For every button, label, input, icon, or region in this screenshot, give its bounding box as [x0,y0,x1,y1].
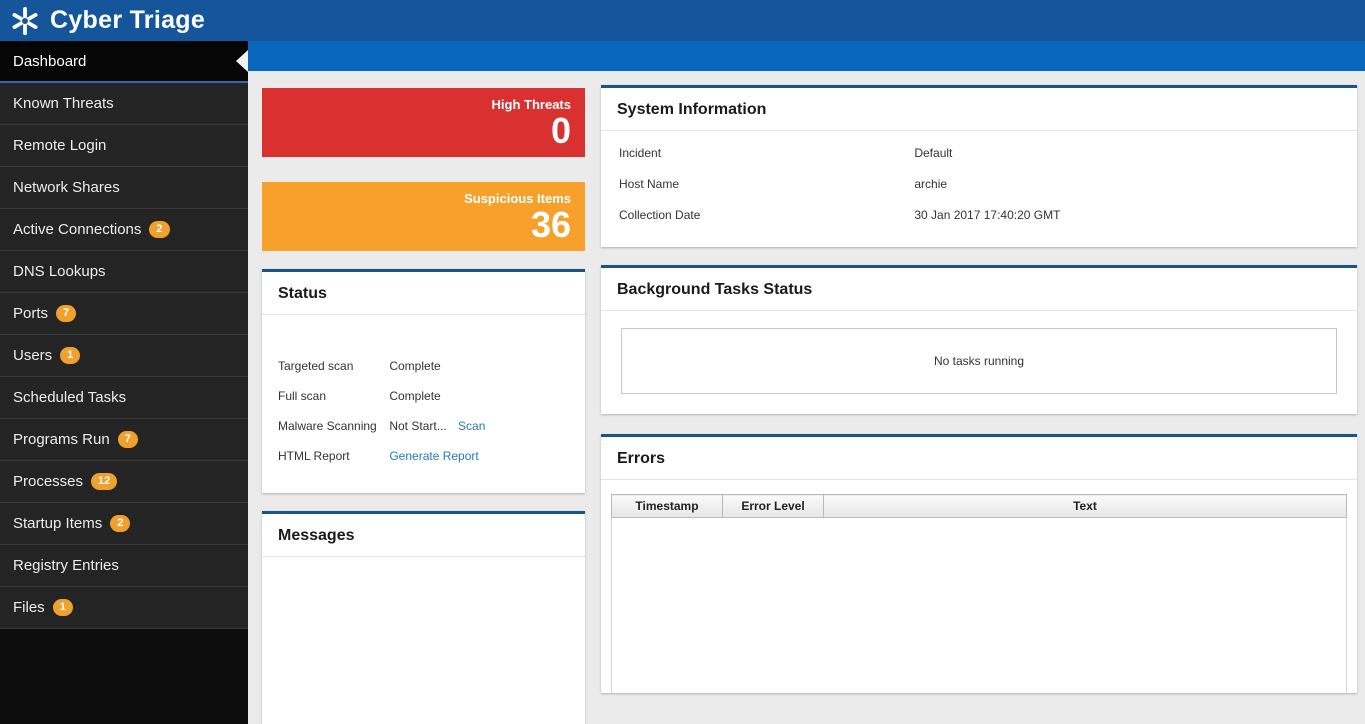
no-tasks-box: No tasks running [621,328,1337,394]
sidebar-item-label: Startup Items [13,515,103,532]
sidebar-item-label: Known Threats [13,95,114,112]
sidebar-item-ports[interactable]: Ports 7 [0,293,248,335]
info-row-host-name: Host Name archie [619,177,1339,191]
system-information-panel: System Information Incident Default Host… [601,85,1357,247]
sidebar-item-label: Network Shares [13,179,120,196]
suspicious-items-value: 36 [530,204,571,245]
sidebar-item-registry-entries[interactable]: Registry Entries [0,545,248,587]
status-row-malware-scanning: Malware Scanning Not Start... Scan [278,419,569,433]
status-row-value: Complete [389,389,441,403]
sidebar-item-dns-lookups[interactable]: DNS Lookups [0,251,248,293]
left-column: High Threats 0 Suspicious Items 36 Statu… [262,85,585,724]
sidebar-item-label: Programs Run [13,431,110,448]
background-tasks-panel: Background Tasks Status No tasks running [601,265,1357,414]
sidebar-item-label: Processes [13,473,84,490]
top-accent-strip [248,41,1365,71]
scan-link[interactable]: Scan [458,419,486,433]
status-row-label: Malware Scanning [278,419,377,433]
main-content: High Threats 0 Suspicious Items 36 Statu… [248,41,1365,724]
sidebar-item-programs-run[interactable]: Programs Run 7 [0,419,248,461]
status-row-targeted-scan: Targeted scan Complete [278,359,569,373]
sidebar-item-dashboard[interactable]: Dashboard [0,41,248,83]
errors-column-error-level[interactable]: Error Level [722,494,824,518]
count-badge: 1 [60,346,81,365]
sidebar-item-label: DNS Lookups [13,263,106,280]
high-threats-label: High Threats [491,97,571,112]
count-badge: 2 [149,220,170,239]
errors-empty-cell [611,517,1347,693]
sidebar: Dashboard Known Threats Remote Login Net… [0,41,248,724]
errors-table: Timestamp Error Level Text [611,494,1347,693]
status-row-value: Not Start... [389,419,447,433]
count-badge: 12 [91,472,118,491]
sidebar-item-network-shares[interactable]: Network Shares [0,167,248,209]
sidebar-item-users[interactable]: Users 1 [0,335,248,377]
sidebar-item-label: Remote Login [13,137,107,154]
suspicious-items-card[interactable]: Suspicious Items 36 [262,182,585,251]
status-row-label: Full scan [278,389,327,403]
system-information-title: System Information [601,88,1357,131]
status-panel-body: Targeted scan Complete Full scan Complet… [262,315,585,493]
count-badge: 7 [56,304,77,323]
sidebar-item-remote-login[interactable]: Remote Login [0,125,248,167]
messages-panel-body [262,557,585,724]
background-tasks-title: Background Tasks Status [601,268,1357,311]
sidebar-item-label: Files [13,599,45,616]
status-row-label: HTML Report [278,449,350,463]
info-row-label: Host Name [619,177,680,191]
errors-panel-body: Timestamp Error Level Text [601,480,1357,693]
sidebar-item-scheduled-tasks[interactable]: Scheduled Tasks [0,377,248,419]
sidebar-item-label: Dashboard [13,52,87,70]
cyber-triage-logo-icon [12,6,38,35]
sidebar-item-label: Active Connections [13,221,142,238]
high-threats-value: 0 [550,110,571,151]
sidebar-item-label: Ports [13,305,49,322]
sidebar-item-label: Registry Entries [13,557,119,574]
errors-panel: Errors Timestamp Error Level Text [601,434,1357,693]
app-header: Cyber Triage [0,0,1365,41]
errors-table-header-row: Timestamp Error Level Text [611,494,1347,518]
count-badge: 7 [117,430,138,449]
sidebar-item-processes[interactable]: Processes 12 [0,461,248,503]
status-panel-title: Status [262,272,585,315]
status-row-value: Complete [389,359,441,373]
status-row-label: Targeted scan [278,359,354,373]
errors-panel-title: Errors [601,437,1357,480]
app-title: Cyber Triage [50,6,206,34]
info-row-value: 30 Jan 2017 17:40:20 GMT [914,208,1061,222]
system-information-body: Incident Default Host Name archie Collec… [601,131,1357,247]
info-row-value: Default [914,146,953,160]
suspicious-items-label: Suspicious Items [464,191,571,206]
status-panel: Status Targeted scan Complete Full scan … [262,269,585,493]
sidebar-item-files[interactable]: Files 1 [0,587,248,629]
no-tasks-text: No tasks running [933,354,1025,368]
status-row-full-scan: Full scan Complete [278,389,569,403]
right-column: System Information Incident Default Host… [601,85,1357,724]
generate-report-link[interactable]: Generate Report [389,449,479,463]
errors-column-text[interactable]: Text [823,494,1347,518]
messages-panel-title: Messages [262,514,585,557]
status-row-html-report: HTML Report Generate Report [278,449,569,463]
active-item-arrow [236,50,248,72]
sidebar-item-startup-items[interactable]: Startup Items 2 [0,503,248,545]
messages-panel: Messages [262,511,585,724]
high-threats-card[interactable]: High Threats 0 [262,88,585,157]
background-tasks-body: No tasks running [601,311,1357,414]
sidebar-item-active-connections[interactable]: Active Connections 2 [0,209,248,251]
errors-column-timestamp[interactable]: Timestamp [611,494,723,518]
sidebar-item-label: Users [13,347,53,364]
count-badge: 2 [110,514,131,533]
sidebar-item-label: Scheduled Tasks [13,389,127,406]
count-badge: 1 [52,598,73,617]
errors-empty-row [611,517,1347,693]
sidebar-item-known-threats[interactable]: Known Threats [0,83,248,125]
info-row-label: Collection Date [619,208,701,222]
info-row-value: archie [914,177,948,191]
info-row-label: Incident [619,146,662,160]
info-row-collection-date: Collection Date 30 Jan 2017 17:40:20 GMT [619,208,1339,222]
info-row-incident: Incident Default [619,146,1339,160]
